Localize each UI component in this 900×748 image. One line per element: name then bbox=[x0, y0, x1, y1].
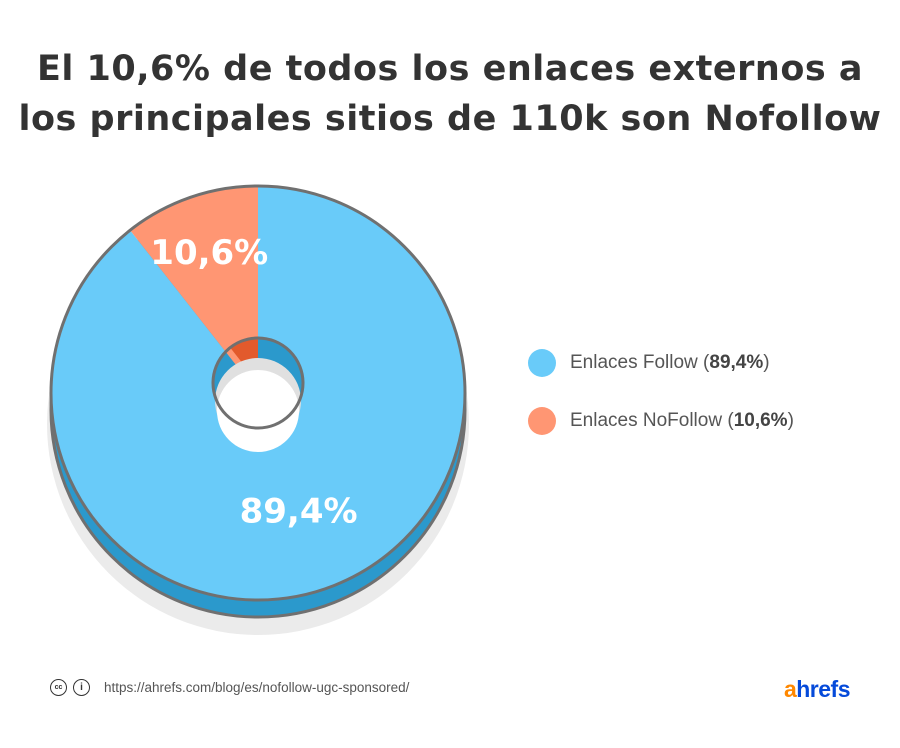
legend-item-follow: Enlaces Follow (89,4%) bbox=[528, 346, 794, 380]
attribution-icon: i bbox=[73, 679, 90, 696]
legend-swatch-follow bbox=[528, 349, 556, 377]
chart-outline bbox=[49, 184, 467, 602]
hole-outline bbox=[211, 336, 305, 430]
slice-label: 89,4% bbox=[240, 491, 358, 531]
footer: cc i https://ahrefs.com/blog/es/nofollow… bbox=[50, 679, 409, 696]
legend-label: Enlaces NoFollow (10,6%) bbox=[570, 410, 794, 431]
legend-item-nofollow: Enlaces NoFollow (10,6%) bbox=[528, 404, 794, 438]
ahrefs-logo: ahrefs bbox=[783, 676, 851, 702]
legend-label: Enlaces Follow (89,4%) bbox=[570, 352, 770, 373]
title-line-1: El 10,6% de todos los enlaces externos a bbox=[36, 49, 864, 89]
slice-enlaces-nofollow bbox=[130, 186, 258, 393]
title-line-2: los principales sitios de 110k son Nofol… bbox=[18, 99, 882, 139]
legend: Enlaces Follow (89,4%) Enlaces NoFollow … bbox=[528, 346, 794, 462]
chart-title: El 10,6% de todos los enlaces externos a… bbox=[0, 44, 900, 144]
creative-commons-icon: cc bbox=[50, 679, 67, 696]
hole-floor bbox=[217, 370, 299, 452]
source-url[interactable]: https://ahrefs.com/blog/es/nofollow-ugc-… bbox=[104, 680, 410, 695]
slice-label: 10,6% bbox=[150, 233, 268, 273]
legend-swatch-nofollow bbox=[528, 407, 556, 435]
